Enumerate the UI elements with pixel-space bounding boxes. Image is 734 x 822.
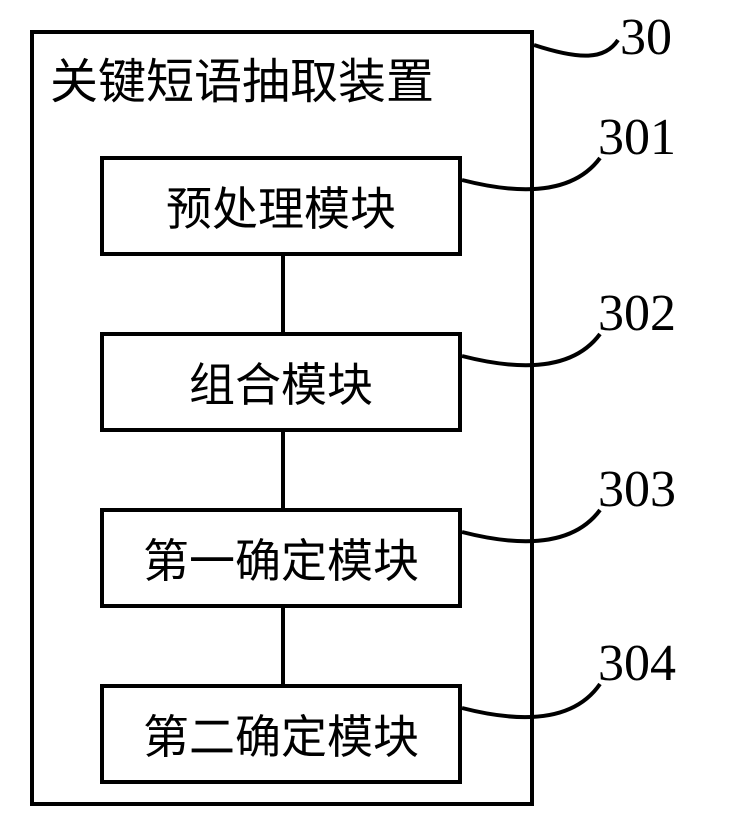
leader-301: [462, 158, 600, 189]
leader-302: [462, 334, 600, 365]
diagram-canvas: 关键短语抽取装置 预处理模块 组合模块 第一确定模块 第二确定模块 30 301…: [0, 0, 734, 822]
leader-304: [462, 684, 600, 717]
leader-30: [534, 40, 618, 56]
leader-303: [462, 510, 600, 541]
leader-lines: [0, 0, 734, 822]
